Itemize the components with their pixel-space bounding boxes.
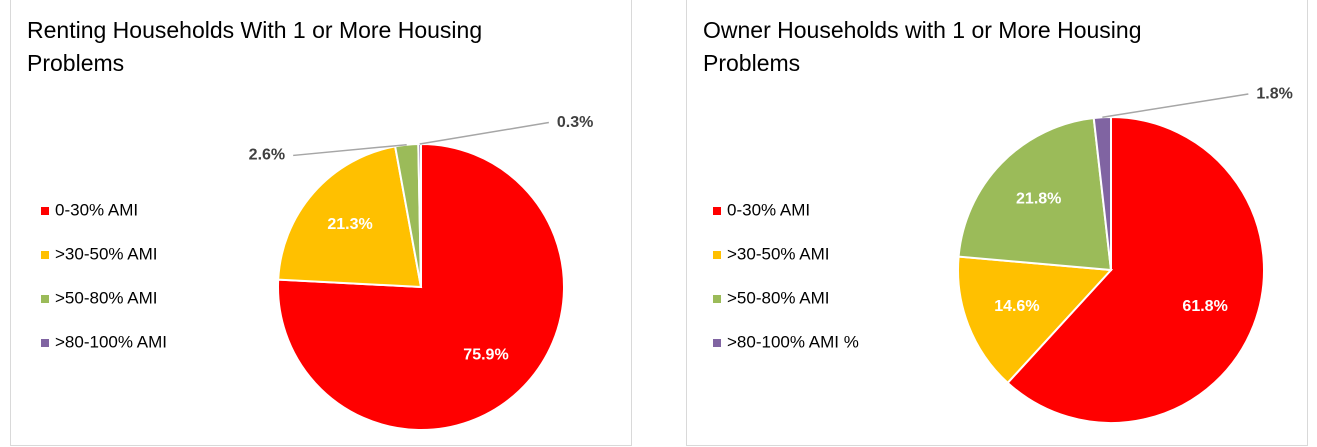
data-label: 1.8% [1256, 85, 1292, 102]
chart-panel: Owner Households with 1 or More Housing … [686, 0, 1308, 446]
legend-swatch [713, 295, 721, 303]
legend-swatch [41, 339, 49, 347]
legend-swatch [41, 295, 49, 303]
legend-label: >50-80% AMI [55, 288, 158, 307]
data-label: 0.3% [557, 114, 593, 131]
legend-swatch [713, 339, 721, 347]
pie-slice [957, 116, 1113, 272]
data-label: 75.9% [463, 347, 508, 364]
data-label: 2.6% [249, 147, 285, 164]
data-label: 21.3% [327, 216, 372, 233]
pie-slice [957, 255, 1114, 385]
data-label: 14.6% [994, 298, 1039, 315]
leader-line [1102, 93, 1249, 118]
chart: 61.8% 14.6% 21.8% 1.8% 0-30% AMI >30-50% AMI >… [713, 85, 1293, 424]
legend-swatch [713, 251, 721, 259]
legend-swatch [41, 251, 49, 259]
pie-slice [1006, 115, 1265, 424]
chart-title: Renting Households With 1 or More Housin… [27, 17, 483, 76]
legend-label: >50-80% AMI [727, 288, 830, 307]
chart: 75.9% 21.3% 2.6% 0.3% 0-30% AMI >30-50% AMI >5… [41, 114, 593, 431]
legend-label: >30-50% AMI [727, 244, 830, 263]
legend-label: >80-100% AMI % [727, 332, 859, 351]
legend-swatch [713, 207, 721, 215]
leader-line [293, 143, 407, 157]
legend-swatch [41, 207, 49, 215]
legend-label: >80-100% AMI [55, 332, 167, 351]
leader-line [419, 121, 549, 145]
pie-slice [277, 145, 423, 289]
legend-label: >30-50% AMI [55, 244, 158, 263]
legend-label: 0-30% AMI [727, 200, 810, 219]
legend-label: 0-30% AMI [55, 200, 138, 219]
data-label: 61.8% [1182, 298, 1227, 315]
chart-title: Owner Households with 1 or More Housing … [703, 17, 1142, 76]
data-label: 21.8% [1016, 191, 1061, 208]
chart-panel: Renting Households With 1 or More Housin… [10, 0, 632, 446]
